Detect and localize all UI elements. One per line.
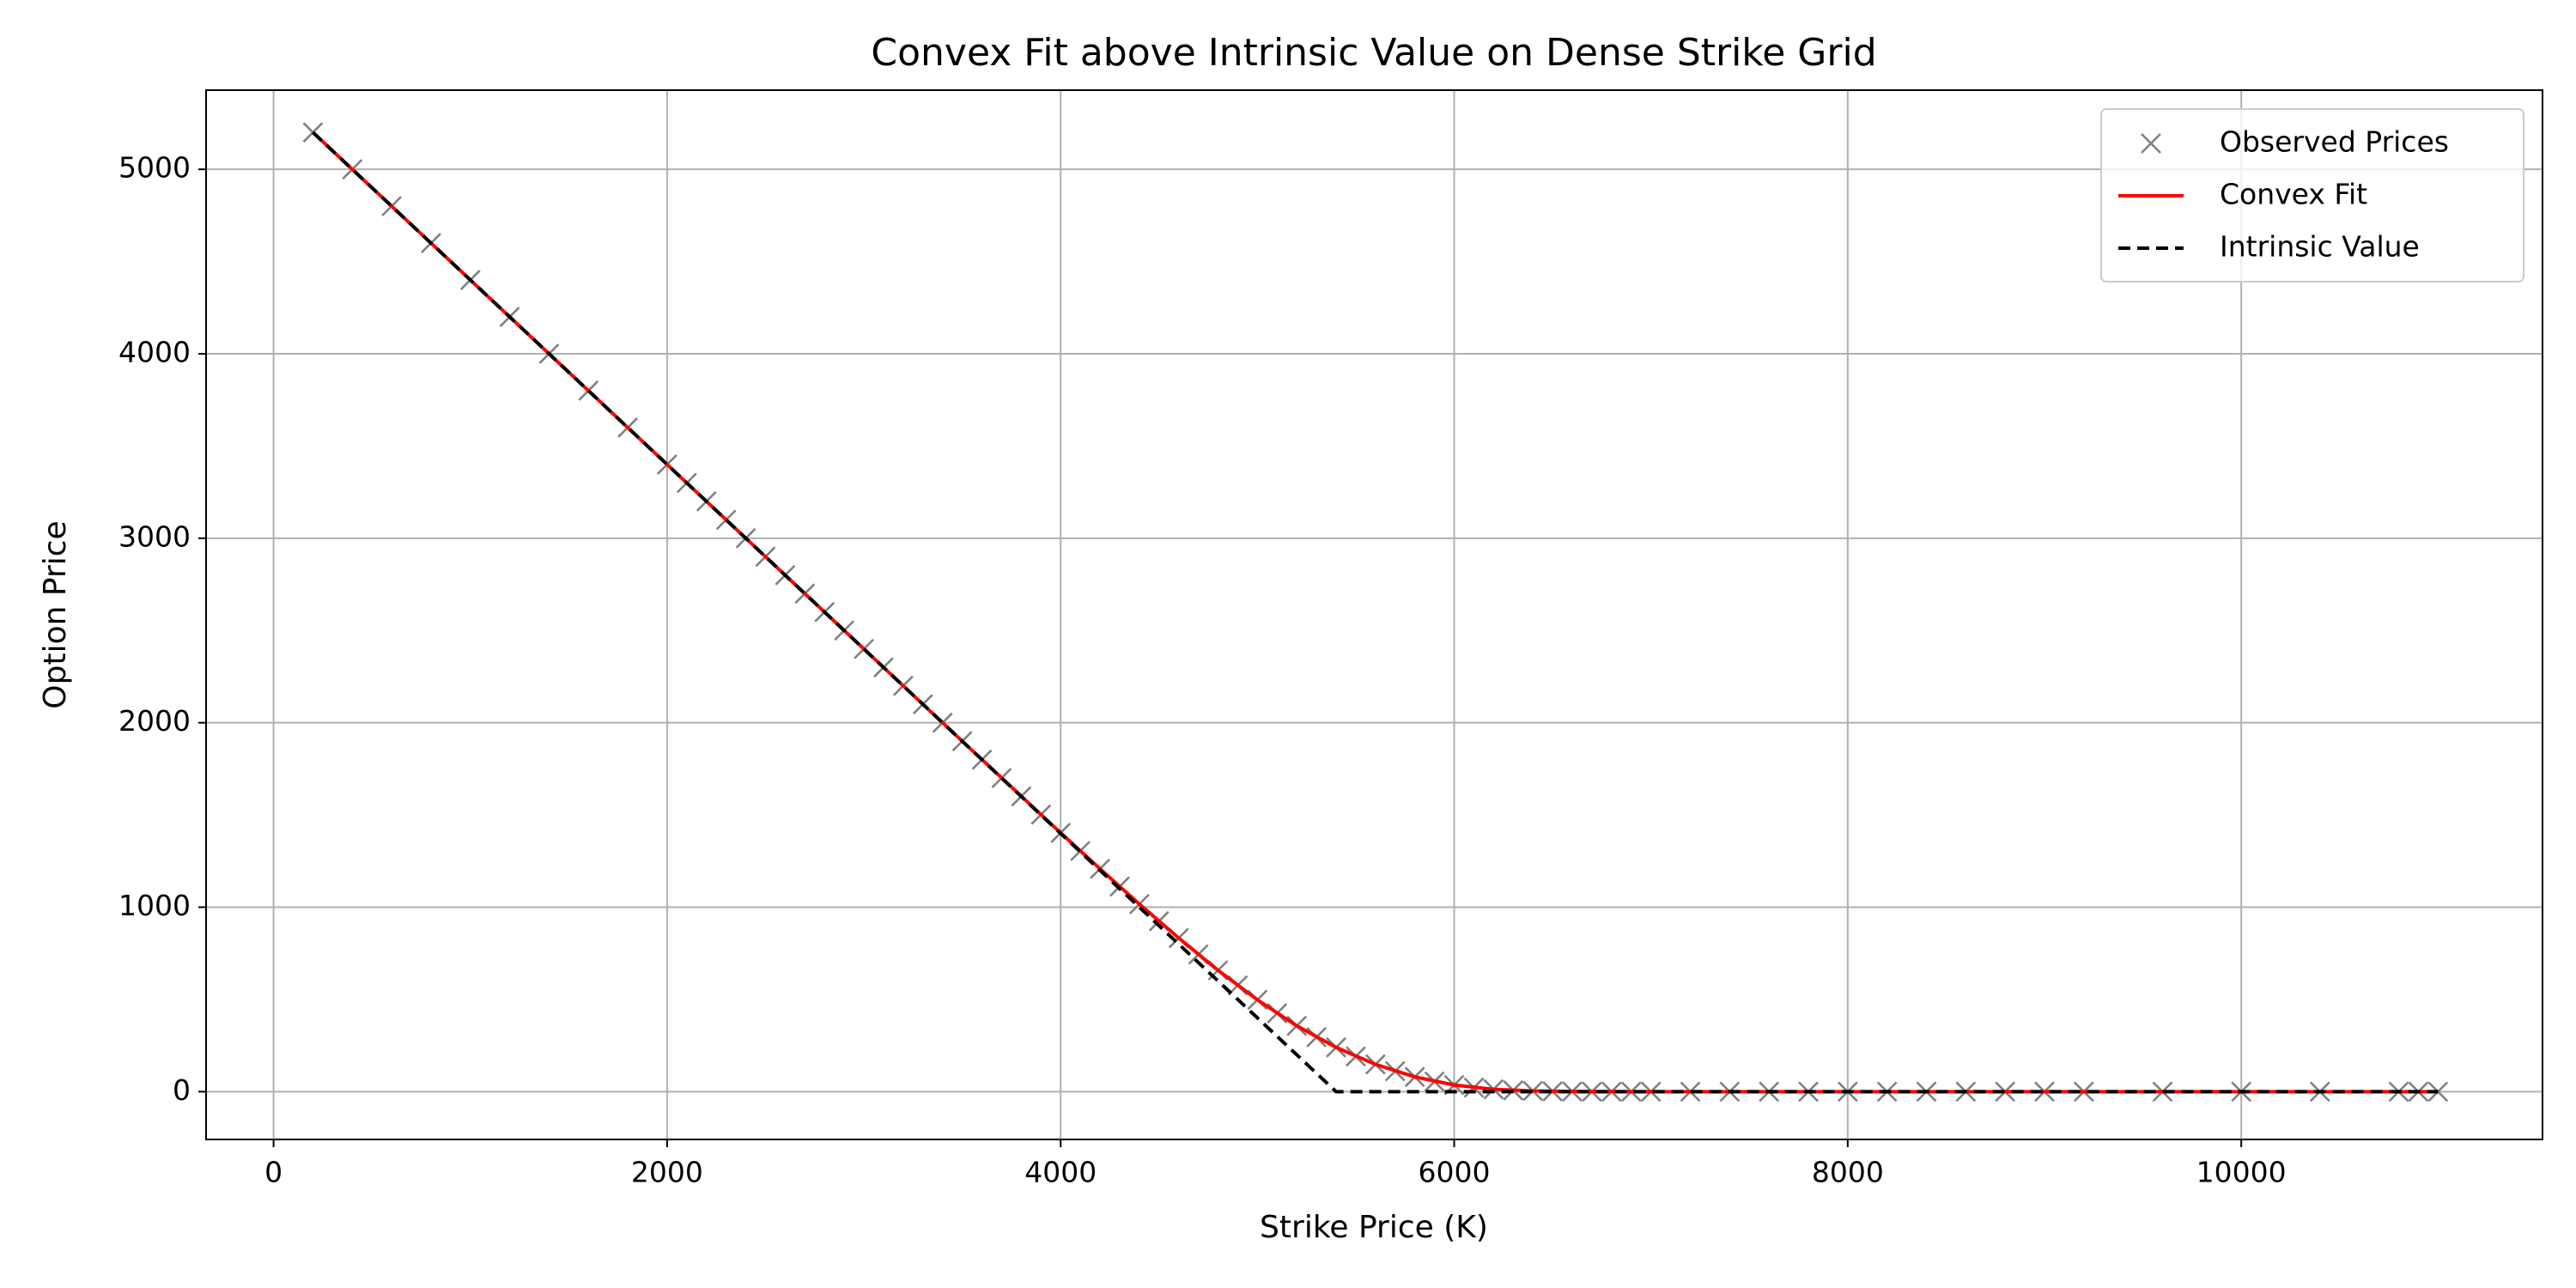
y-tick-label: 1000 <box>118 889 191 922</box>
x-tick-label: 0 <box>264 1156 283 1189</box>
chart-title: Convex Fit above Intrinsic Value on Dens… <box>871 31 1876 75</box>
legend-label: Observed Prices <box>2220 125 2449 159</box>
scatter-point <box>2427 1081 2449 1103</box>
x-tick-label: 8000 <box>1812 1156 1884 1189</box>
x-tick-label: 10000 <box>2196 1156 2287 1189</box>
x-tick-label: 4000 <box>1024 1156 1097 1189</box>
x-axis-label: Strike Price (K) <box>1260 1210 1488 1245</box>
legend-marker <box>2141 133 2161 154</box>
y-tick-label: 0 <box>173 1073 191 1107</box>
y-tick-label: 5000 <box>118 151 191 185</box>
x-tick-label: 6000 <box>1419 1156 1491 1189</box>
legend-label: Convex Fit <box>2220 178 2367 211</box>
plot-frame <box>205 89 2543 1140</box>
x-tick-label: 2000 <box>631 1156 703 1189</box>
y-axis-label: Option Price <box>38 520 73 708</box>
legend-label: Intrinsic Value <box>2220 230 2420 264</box>
legend-box <box>2100 108 2524 283</box>
y-tick-label: 3000 <box>118 519 191 553</box>
series-line <box>312 131 2439 1094</box>
y-tick-label: 4000 <box>118 336 191 369</box>
y-tick-label: 2000 <box>118 704 191 738</box>
